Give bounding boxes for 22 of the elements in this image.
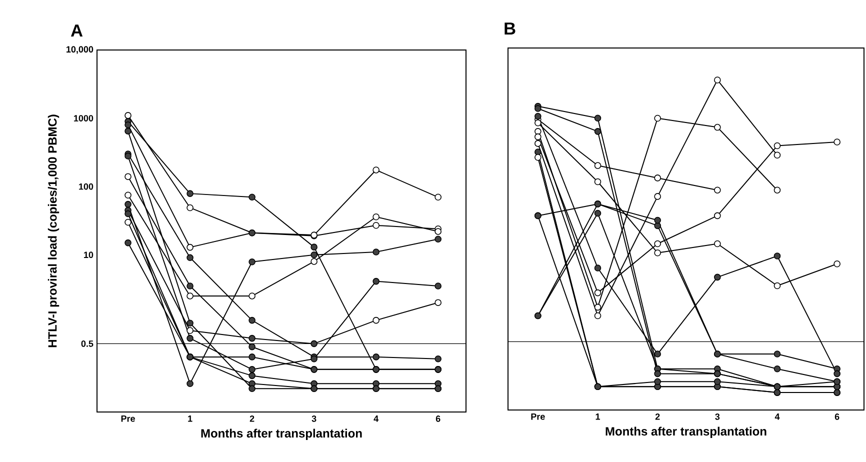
y-tick-label: 100 (79, 183, 94, 190)
x-tick-label: 2 (250, 416, 254, 422)
x-tick-label: 4 (774, 414, 780, 420)
x-axis-title: Months after transplantation (606, 426, 766, 438)
chart-title: B (504, 22, 516, 34)
x-tick-label: 3 (312, 416, 316, 422)
x-tick-label: 2 (655, 414, 660, 420)
y-tick-label: 1000 (74, 115, 94, 122)
x-tick-label: Pre (121, 416, 135, 422)
y-tick-label: 10,000 (66, 46, 94, 54)
x-tick-label: 6 (436, 416, 440, 422)
x-tick-label: 1 (188, 416, 192, 422)
x-tick-label: 6 (834, 414, 840, 420)
x-tick-label: 1 (596, 414, 600, 420)
y-axis-title: HTLV-I proviral load (copies/1,000 PBMC) (48, 114, 60, 348)
x-tick-label: 3 (715, 414, 720, 420)
y-tick-label: 0.5 (81, 340, 94, 347)
x-axis-title: Months after transplantation (201, 428, 362, 440)
x-tick-label: Pre (531, 414, 545, 420)
y-tick-label: 10 (84, 252, 94, 258)
chart-title: A (70, 24, 83, 36)
x-tick-label: 4 (374, 416, 379, 422)
